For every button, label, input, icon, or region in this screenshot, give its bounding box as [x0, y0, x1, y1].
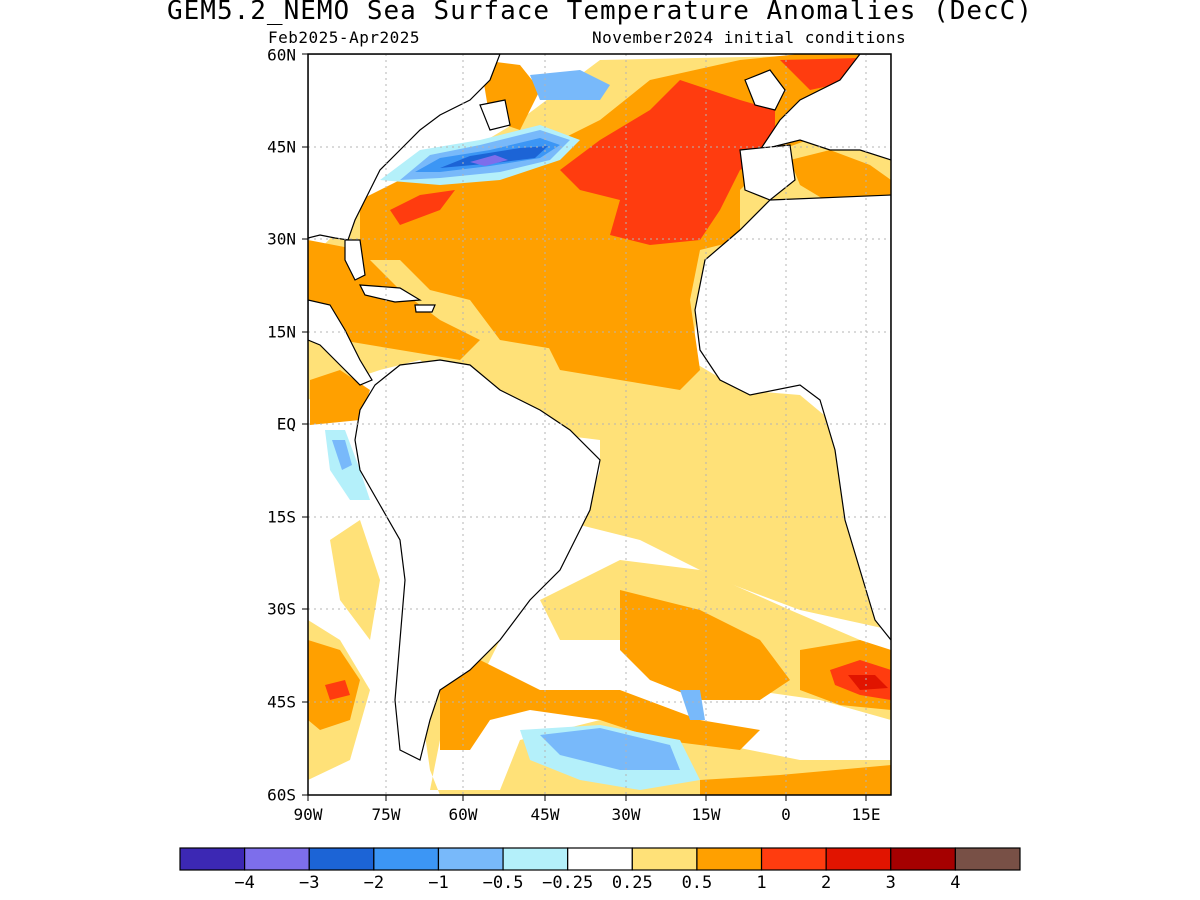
- lat-label-30n: 30N: [267, 229, 296, 249]
- colorbar-label: −0.25: [542, 873, 594, 893]
- lat-label-45s: 45S: [267, 692, 296, 712]
- colorbar-label: −3: [298, 873, 320, 893]
- anomaly-warm-orange-sw-atl: [440, 660, 760, 750]
- colorbar-label: 0.5: [681, 873, 713, 893]
- lat-label-15n: 15N: [267, 322, 296, 342]
- cuba-land: [358, 284, 422, 303]
- lon-label-30w: 30W: [611, 805, 641, 824]
- colorbar-swatch: [437, 847, 504, 871]
- lon-label-60w: 60W: [448, 805, 478, 824]
- lat-label-30s: 30S: [267, 599, 296, 619]
- anomaly-cold-lab: [530, 70, 610, 100]
- anomaly-warm-red-pacific: [325, 680, 350, 700]
- north-america-land: [308, 54, 501, 241]
- central-america-land: [308, 299, 373, 386]
- colorbar-swatch: [696, 847, 763, 871]
- lat-label-60n: 60N: [267, 45, 296, 65]
- anomaly-cold-south-mid: [540, 728, 680, 770]
- british-isles-land: [744, 69, 786, 111]
- colorbar-swatch: [308, 847, 375, 871]
- colorbar-label: 4: [950, 873, 961, 893]
- iberia-land: [739, 144, 796, 201]
- anomaly-warm-red-gulf: [390, 190, 455, 225]
- lon-label-45w: 45W: [530, 805, 560, 824]
- grid-lines: [308, 54, 891, 795]
- anomaly-warm-orange-eq-east: [310, 370, 370, 425]
- colorbar-swatch: [567, 847, 633, 871]
- colorbar-swatch: [244, 847, 310, 871]
- lon-label-0: 0: [781, 805, 791, 824]
- anomaly-warm-orange-south-edge: [700, 765, 891, 795]
- colorbar-label: −1: [428, 873, 449, 893]
- anomaly-warm-light-east: [720, 400, 840, 500]
- colorbar-swatch: [825, 847, 892, 871]
- anomaly-warm-red-north: [560, 80, 775, 245]
- colorbar-label: 1: [756, 873, 767, 893]
- land-masses: [308, 54, 891, 761]
- colorbar-label: −0.5: [482, 873, 524, 893]
- florida-land: [344, 239, 366, 281]
- anomaly-warm-darkred-se: [848, 675, 888, 690]
- map-title: GEM5.2_NEMO Sea Surface Temperature Anom…: [167, 0, 1033, 26]
- colorbar-swatch: [760, 847, 827, 871]
- anomaly-cold-pacific-mid: [332, 440, 352, 470]
- forecast-period: Feb2025-Apr2025: [268, 28, 420, 47]
- anomaly-cold-purple-north: [470, 155, 508, 166]
- lon-label-15w: 15W: [691, 805, 721, 824]
- colorbar-label: 2: [821, 873, 832, 893]
- newfoundland-land: [479, 99, 511, 131]
- axis-ticks: [302, 53, 867, 801]
- hispaniola-land: [414, 304, 436, 313]
- colorbar-swatch: [179, 847, 246, 871]
- colorbar-swatch: [954, 847, 1021, 871]
- lon-label-15e: 15E: [851, 805, 881, 824]
- anomaly-warm-orange-south: [620, 590, 790, 700]
- lat-label-eq: EQ: [276, 414, 296, 434]
- colorbar-label: 3: [885, 873, 896, 893]
- colorbar-label: 0.25: [611, 873, 653, 893]
- lon-label-90w: 90W: [293, 805, 323, 824]
- lon-label-75w: 75W: [371, 805, 401, 824]
- anomaly-warm-light-pacific: [330, 520, 380, 640]
- lat-label-60s: 60S: [267, 785, 296, 805]
- colorbar: [179, 847, 1021, 871]
- anomaly-cold-south-blob: [680, 690, 705, 720]
- lat-label-45n: 45N: [267, 137, 296, 157]
- colorbar-swatch: [502, 847, 569, 871]
- colorbar-swatch: [373, 847, 440, 871]
- colorbar-swatch: [890, 847, 956, 871]
- initial-conditions: November2024 initial conditions: [592, 28, 907, 47]
- colorbar-swatch: [631, 847, 698, 871]
- colorbar-label: −2: [363, 873, 385, 893]
- colorbar-label: −4: [234, 873, 255, 893]
- africa-land: [694, 194, 891, 641]
- lat-label-15s: 15S: [267, 507, 296, 527]
- anomaly-warm-orange-central: [540, 300, 700, 390]
